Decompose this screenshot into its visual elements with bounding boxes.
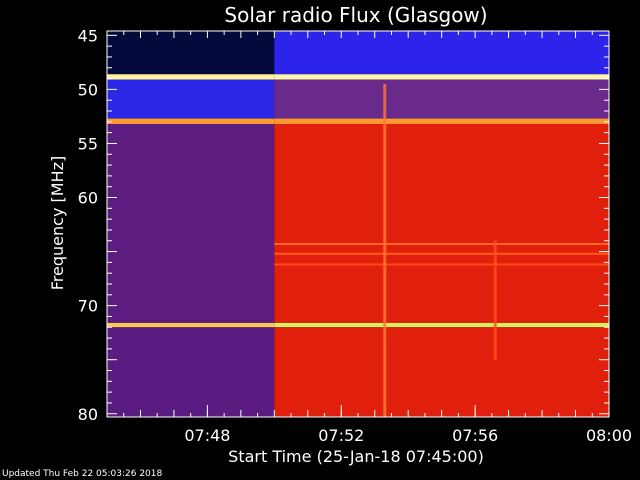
spectrogram-plot-area bbox=[106, 30, 610, 418]
x-tick-label: 07:48 bbox=[184, 426, 230, 445]
chart-title: Solar radio Flux (Glasgow) bbox=[224, 3, 487, 27]
band-after-3 bbox=[274, 118, 609, 124]
x-tick-label: 07:56 bbox=[452, 426, 498, 445]
band-before-1 bbox=[107, 74, 275, 80]
band-before-0 bbox=[107, 31, 275, 75]
band-before-4 bbox=[107, 118, 275, 124]
band-after-1 bbox=[274, 74, 609, 80]
band-after-6 bbox=[274, 327, 609, 417]
band-after-0 bbox=[274, 31, 609, 75]
y-tick-label: 45 bbox=[78, 26, 98, 45]
band-before-5 bbox=[107, 123, 275, 323]
x-tick-label: 07:52 bbox=[318, 426, 364, 445]
x-axis-label: Start Time (25-Jan-18 07:45:00) bbox=[228, 447, 484, 466]
band-before-7 bbox=[107, 327, 275, 417]
y-tick-label: 50 bbox=[78, 80, 98, 99]
y-tick-label: 80 bbox=[78, 405, 98, 424]
x-tick-label: 08:00 bbox=[586, 426, 632, 445]
y-tick-label: 55 bbox=[78, 134, 98, 153]
x-axis: 07:48 07:52 07:56 08:00 bbox=[106, 31, 632, 445]
updated-timestamp: Updated Thu Feb 22 05:03:26 2018 bbox=[2, 469, 163, 479]
band-after-2 bbox=[274, 79, 609, 119]
y-axis: 45 50 55 60 70 80 bbox=[78, 26, 609, 424]
band-before-3 bbox=[107, 109, 275, 119]
y-tick-label: 70 bbox=[78, 297, 98, 316]
band-before-2 bbox=[107, 79, 275, 110]
band-after-5 bbox=[274, 322, 609, 328]
y-axis-label: Frequency [MHz] bbox=[48, 156, 67, 290]
band-before-6 bbox=[107, 322, 275, 328]
band-after-4 bbox=[274, 123, 609, 323]
y-tick-label: 60 bbox=[78, 189, 98, 208]
